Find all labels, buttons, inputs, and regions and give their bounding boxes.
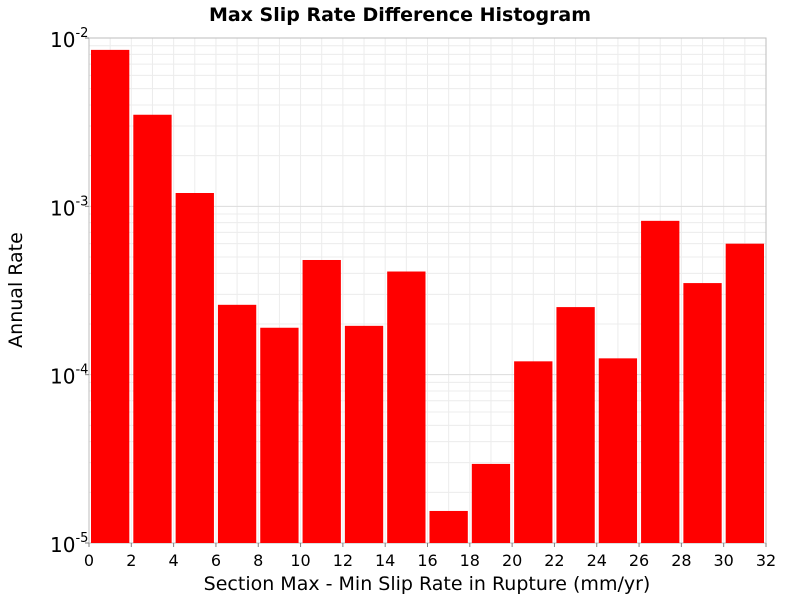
x-tick-label: 14 bbox=[375, 551, 395, 570]
y-tick-label: 10-4 bbox=[50, 363, 88, 389]
histogram-bar bbox=[598, 358, 638, 543]
x-tick-label: 22 bbox=[544, 551, 564, 570]
x-tick-label: 0 bbox=[84, 551, 94, 570]
x-tick-label: 12 bbox=[333, 551, 353, 570]
x-tick-label: 4 bbox=[169, 551, 179, 570]
y-tick-label: 10-2 bbox=[50, 26, 88, 52]
bars bbox=[91, 49, 764, 544]
histogram-bar bbox=[387, 271, 426, 543]
histogram-bar bbox=[514, 361, 553, 543]
histogram-bar bbox=[641, 220, 680, 543]
y-tick-label: 10-3 bbox=[50, 194, 88, 220]
chart-title: Max Slip Rate Difference Histogram bbox=[209, 4, 591, 26]
x-tick-label: 18 bbox=[460, 551, 480, 570]
x-tick-label: 26 bbox=[629, 551, 649, 570]
histogram-bar bbox=[471, 463, 511, 543]
histogram-bar bbox=[260, 327, 299, 543]
x-tick-label: 24 bbox=[587, 551, 607, 570]
x-tick-label: 28 bbox=[671, 551, 691, 570]
histogram-bar bbox=[133, 114, 172, 544]
histogram-bar bbox=[429, 510, 468, 543]
x-tick-label: 30 bbox=[714, 551, 734, 570]
histogram-bar bbox=[725, 243, 764, 544]
x-tick-label: 32 bbox=[756, 551, 776, 570]
histogram-bar bbox=[302, 259, 341, 543]
x-tick-label: 16 bbox=[417, 551, 437, 570]
y-axis-ticks: 10-5 10-4 10-3 10-2 bbox=[50, 26, 89, 557]
x-tick-label: 10 bbox=[290, 551, 310, 570]
histogram-bar bbox=[683, 283, 722, 543]
y-axis-label: Annual Rate bbox=[5, 232, 27, 348]
y-tick-label: 10-5 bbox=[50, 531, 88, 557]
x-tick-label: 20 bbox=[502, 551, 522, 570]
x-axis-label: Section Max - Min Slip Rate in Rupture (… bbox=[204, 573, 651, 595]
x-tick-label: 2 bbox=[126, 551, 136, 570]
histogram-bar bbox=[556, 307, 595, 543]
x-tick-label: 8 bbox=[253, 551, 263, 570]
histogram-bar bbox=[344, 325, 384, 543]
histogram-bar bbox=[175, 193, 214, 543]
histogram-bar bbox=[217, 304, 257, 543]
x-tick-label: 6 bbox=[211, 551, 221, 570]
x-axis-ticks: 0 2 4 6 8 10 12 14 16 18 20 22 24 26 28 30 32 bbox=[84, 543, 776, 570]
histogram-bar bbox=[91, 49, 130, 543]
